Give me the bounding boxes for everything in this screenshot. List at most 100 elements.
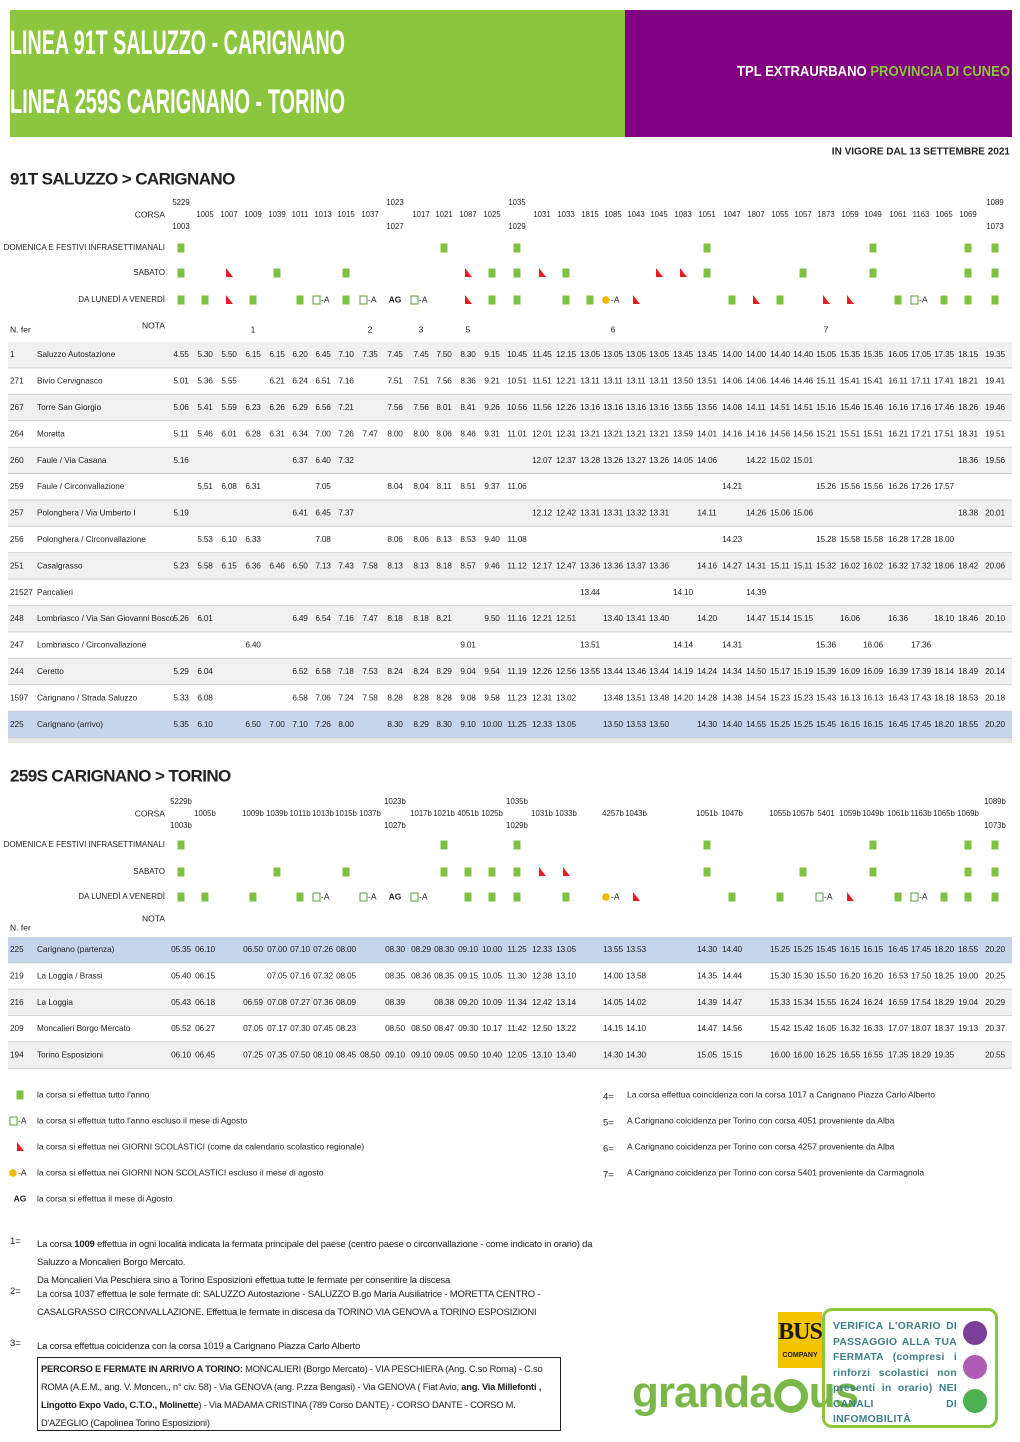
row-band [8,394,1012,421]
run-number: 1085 [604,210,622,219]
time: 07.32 [313,970,333,980]
time: 13.05 [556,719,576,729]
service-symbol [991,867,999,877]
time: 7.26 [315,719,331,729]
time: 13.44 [580,587,600,597]
time: 20.14 [985,666,1005,676]
row-band [8,526,1012,553]
time: 05.35 [171,944,191,954]
stop-name: Lombriasco / Via San Giovanni Bosco [37,614,175,623]
service-symbol [991,243,999,253]
time: 12.38 [532,970,552,980]
time: 14.00 [603,970,623,980]
time: 08.30 [434,944,454,954]
time: 6.01 [221,428,237,438]
time: 15.58 [840,534,860,544]
stop-code: 247 [10,641,24,650]
time: 20.06 [985,560,1005,570]
time: 5.30 [197,349,213,359]
time: 07.35 [267,1049,287,1059]
row-label: N. fer [10,324,31,334]
time: 12.21 [556,376,576,386]
logo-text: us [808,1368,859,1417]
time: 6.15 [269,349,285,359]
service-symbol [703,840,711,850]
service-symbol [488,295,496,305]
service-symbol [177,840,185,850]
time: 12.42 [556,508,576,518]
time: 14.44 [722,970,742,980]
time: 16.43 [888,692,908,702]
time: 15.01 [793,455,813,465]
time: 13.11 [603,376,623,386]
run-number: 1043b [625,809,647,818]
time: 18.36 [958,455,978,465]
logo-text: BUS [778,1319,823,1345]
time: 09.20 [458,997,478,1007]
service-marker: -A [18,1167,27,1177]
run-number: 1039b [266,809,288,818]
time: 14.14 [673,640,693,650]
time: 17.46 [934,402,954,412]
row-label: DA LUNEDÌ A VENERDÌ [78,295,165,304]
stop-code: 259 [10,482,24,491]
time: 13.21 [649,428,669,438]
stop-name: Casalgrasso [37,561,83,570]
time: 7.06 [315,692,331,702]
time: 08.39 [385,997,405,1007]
operator-tpl: TPL EXTRAURBANO [737,63,870,80]
time: 14.10 [626,1023,646,1033]
time: 5.33 [173,692,189,702]
time: 14.40 [722,719,742,729]
stop-code: 257 [10,509,24,518]
service-symbol [177,892,185,902]
service-symbol [9,1116,18,1126]
time: 09.10 [385,1049,405,1059]
run-number: 1089 [986,198,1003,207]
time: 7.18 [338,666,354,676]
time: 10.45 [507,349,527,359]
time: 5.53 [197,534,213,544]
time: 15.43 [816,692,836,702]
time: 10.40 [482,1049,502,1059]
service-marker: -A [321,294,330,304]
note-text: effettua in ogni località indicata la fe… [37,1239,593,1268]
time: 05.40 [171,970,191,980]
time: 18.49 [958,666,978,676]
time: 13.05 [603,349,623,359]
time: 05.52 [171,1023,191,1033]
time: 6.10 [221,534,237,544]
service-symbol [342,295,350,305]
time: 5.01 [173,376,189,386]
time: 16.13 [863,692,883,702]
time: 8.04 [387,481,403,491]
time: 13.16 [580,402,600,412]
time: 16.55 [840,1049,860,1059]
route-text: ) - Via MADAMA CRISTINA (789 Corso DANTE… [41,1400,516,1428]
operator: TPL EXTRAURBANO PROVINCIA DI CUNEO [737,63,1010,80]
run-number: 1047 [723,210,740,219]
run-number: 1049b [862,809,884,818]
time: 17.26 [911,481,931,491]
time: 06.15 [195,970,215,980]
time: 7.58 [362,560,378,570]
stop-code: 248 [10,614,24,623]
time: 18.20 [934,719,954,729]
row-band [8,711,1012,738]
time: 14.40 [722,944,742,954]
time: 14.38 [722,692,742,702]
time: 8.21 [436,613,452,623]
time: 9.04 [460,666,476,676]
run-number: 1037 [361,210,378,219]
service-symbol [799,268,807,278]
time: 12.47 [556,560,576,570]
time: 14.50 [746,666,766,676]
time: 15.28 [816,534,836,544]
time: 14.56 [722,1023,742,1033]
note-text: La corsa effettua coincidenza con la cor… [627,1089,935,1099]
time: 6.50 [292,560,308,570]
time: 13.22 [556,1023,576,1033]
service-symbol [894,295,902,305]
operator-province: PROVINCIA DI CUNEO [870,63,1010,80]
